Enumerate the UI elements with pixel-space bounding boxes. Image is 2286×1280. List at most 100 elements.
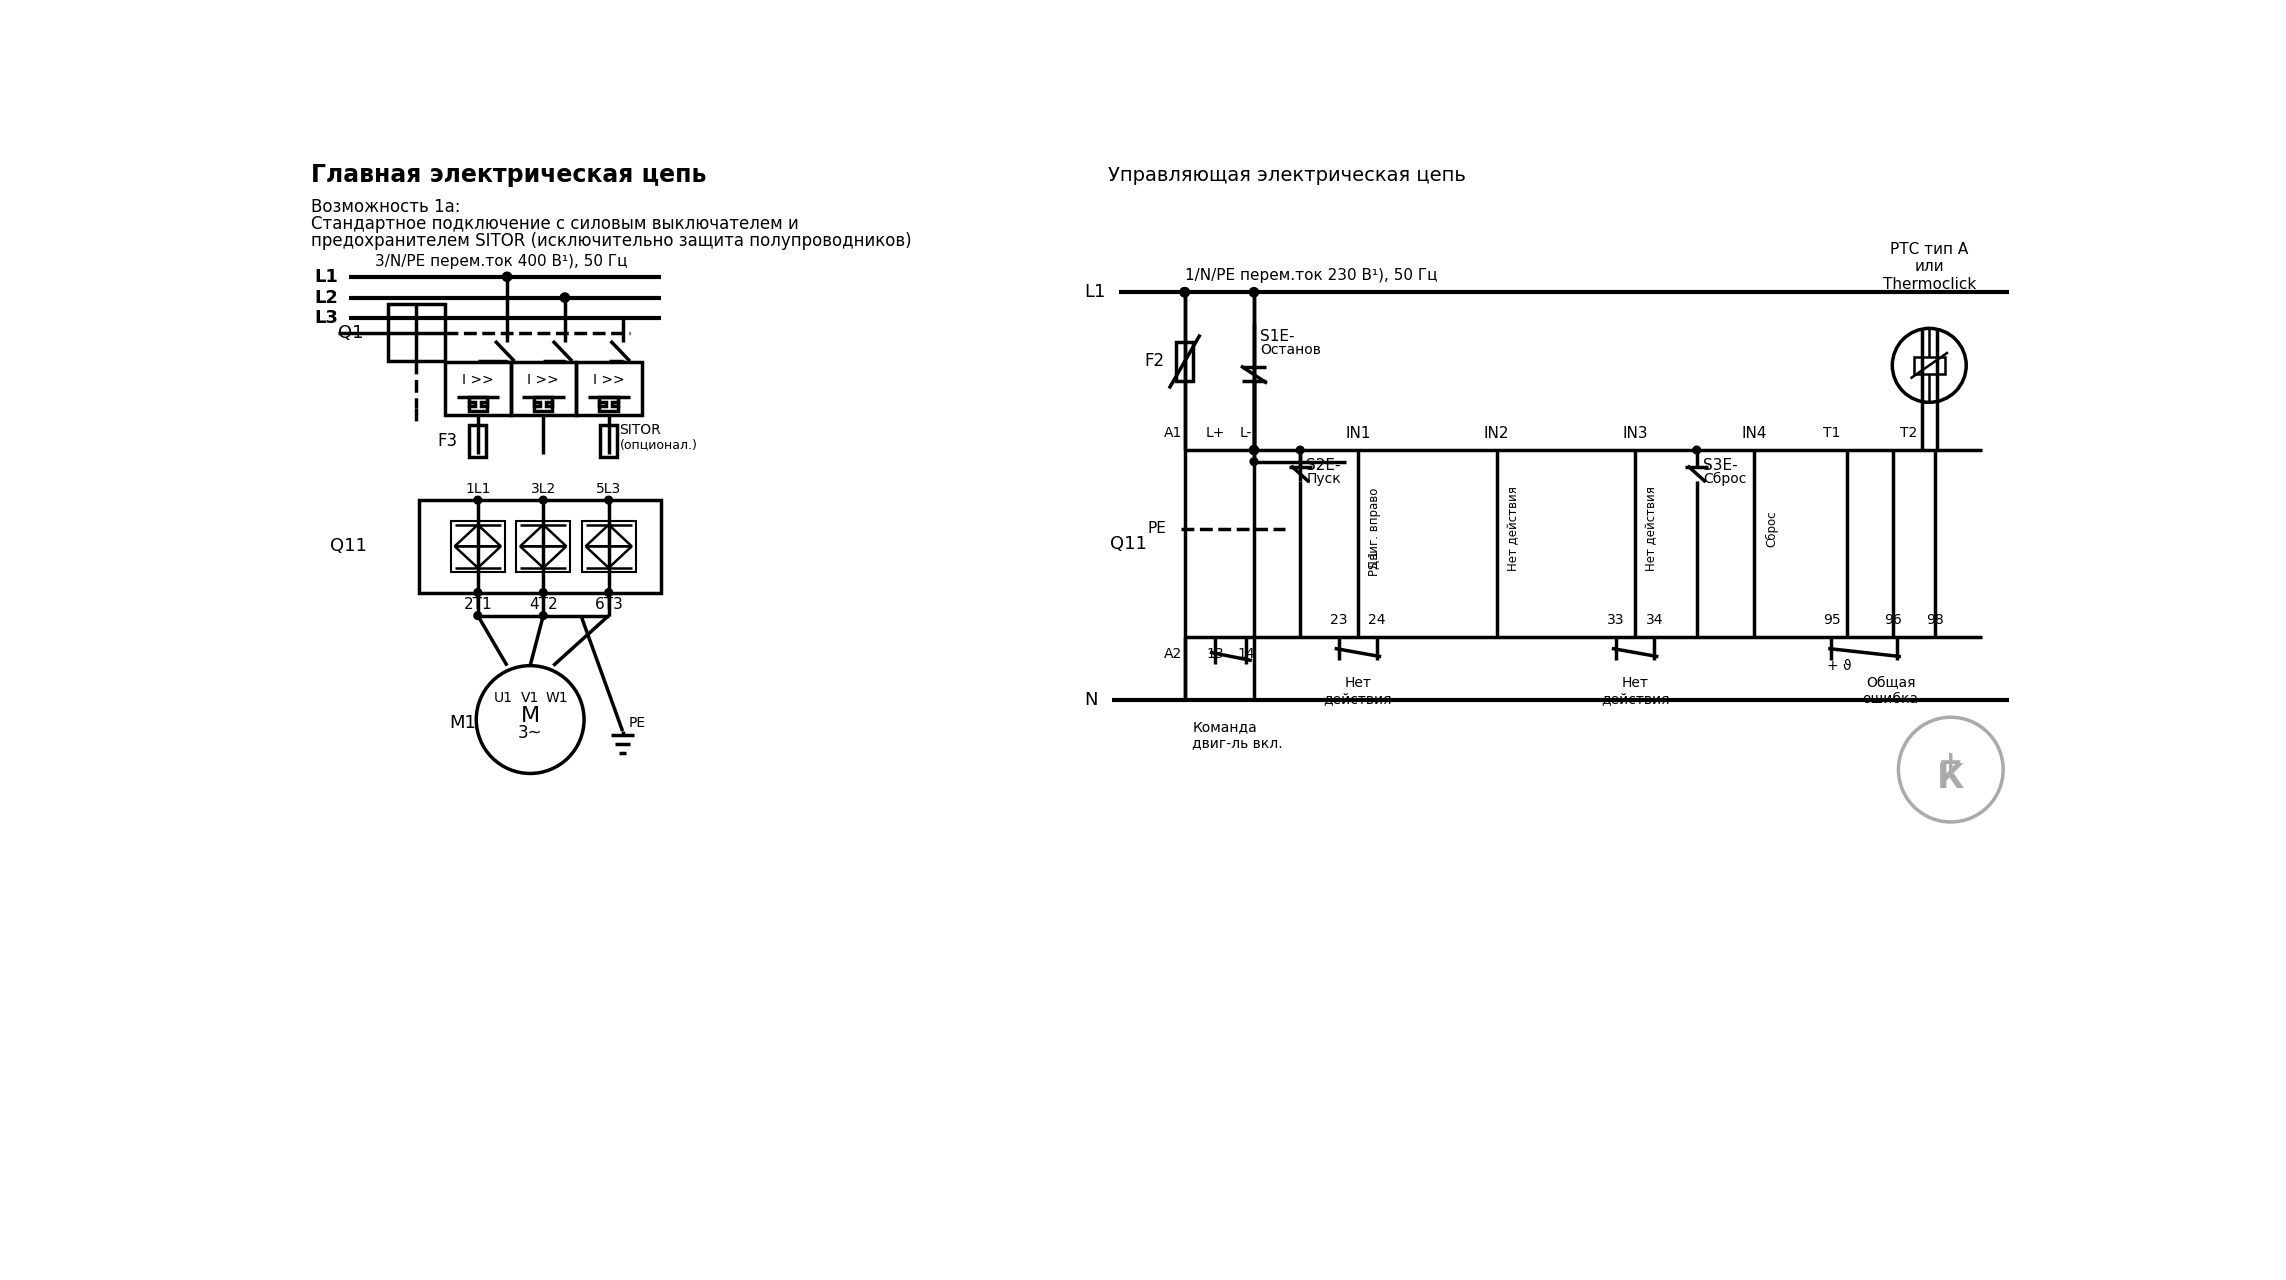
Text: Нет: Нет: [1621, 676, 1648, 690]
Text: 4T2: 4T2: [530, 598, 558, 612]
Text: Двиг. вправо: Двиг. вправо: [1369, 488, 1381, 570]
Text: 34: 34: [1646, 613, 1664, 627]
Text: Останов: Останов: [1260, 343, 1321, 357]
Circle shape: [1250, 458, 1257, 466]
Text: двиг-ль вкл.: двиг-ль вкл.: [1193, 736, 1282, 750]
Text: Q1: Q1: [338, 324, 363, 342]
Text: Пуск: Пуск: [1305, 472, 1342, 486]
Text: 5L3: 5L3: [597, 481, 622, 495]
Bar: [469, 425, 487, 457]
Text: 3~: 3~: [519, 724, 542, 742]
Text: IN3: IN3: [1623, 426, 1648, 440]
Circle shape: [473, 589, 482, 596]
Bar: [576, 361, 642, 416]
Bar: [601, 425, 617, 457]
Text: T1: T1: [1822, 426, 1840, 440]
Text: действия: действия: [1324, 691, 1392, 705]
Text: 2T1: 2T1: [464, 598, 491, 612]
Circle shape: [606, 589, 613, 596]
Circle shape: [1250, 447, 1257, 454]
Text: PE: PE: [629, 717, 647, 731]
Bar: [546, 402, 553, 406]
Text: +: +: [1939, 749, 1964, 778]
Bar: [517, 521, 569, 572]
Text: 96: 96: [1884, 613, 1902, 627]
Text: ошибка: ошибка: [1863, 691, 1918, 705]
Text: Нет: Нет: [1344, 676, 1372, 690]
Text: S3E-: S3E-: [1703, 458, 1737, 472]
Circle shape: [539, 497, 546, 504]
Text: Нет действия: Нет действия: [1506, 486, 1520, 571]
Text: I >>: I >>: [528, 374, 560, 388]
Text: Сброс: Сброс: [1703, 472, 1747, 486]
Text: Сброс: Сброс: [1765, 511, 1779, 547]
Text: 3/N/PE перем.ток 400 В¹), 50 Гц: 3/N/PE перем.ток 400 В¹), 50 Гц: [375, 253, 626, 269]
Bar: [389, 303, 446, 361]
Text: L+: L+: [1205, 426, 1225, 440]
Text: L1: L1: [1084, 283, 1106, 301]
Text: PS 1: PS 1: [1369, 550, 1381, 576]
Text: Q11: Q11: [1111, 535, 1148, 553]
Circle shape: [1180, 288, 1189, 297]
Bar: [446, 361, 510, 416]
Circle shape: [539, 589, 546, 596]
Text: Нет действия: Нет действия: [1646, 486, 1660, 571]
Text: РТС тип А: РТС тип А: [1891, 242, 1968, 257]
Text: F3: F3: [437, 431, 457, 449]
Text: 24: 24: [1369, 613, 1385, 627]
Text: 33: 33: [1607, 613, 1625, 627]
Text: M1: M1: [450, 714, 475, 732]
Text: T2: T2: [1900, 426, 1918, 440]
Text: F2: F2: [1145, 352, 1166, 370]
Bar: [418, 500, 661, 593]
Text: L1: L1: [315, 268, 338, 285]
Text: IN2: IN2: [1484, 426, 1509, 440]
Bar: [613, 402, 617, 406]
Text: 98: 98: [1927, 613, 1945, 627]
Text: + ϑ: + ϑ: [1827, 659, 1852, 673]
Bar: [535, 397, 553, 411]
Text: или: или: [1913, 260, 1943, 274]
Circle shape: [539, 612, 546, 620]
Bar: [599, 397, 617, 411]
Text: Q11: Q11: [329, 538, 366, 556]
Text: M: M: [521, 705, 539, 726]
Text: L2: L2: [315, 288, 338, 307]
Text: A1: A1: [1164, 426, 1182, 440]
Text: Общая: Общая: [1865, 676, 1916, 690]
Bar: [1177, 342, 1193, 380]
Text: N: N: [1084, 691, 1097, 709]
Text: I >>: I >>: [462, 374, 494, 388]
Circle shape: [606, 497, 613, 504]
Text: Команда: Команда: [1193, 721, 1257, 735]
Bar: [450, 521, 505, 572]
Circle shape: [1180, 288, 1189, 297]
Text: A2: A2: [1164, 648, 1182, 660]
Text: К: К: [1936, 763, 1964, 795]
Text: V1: V1: [521, 691, 539, 705]
Bar: [535, 402, 539, 406]
Text: Возможность 1а:: Возможность 1а:: [311, 198, 459, 216]
Text: S1E-: S1E-: [1260, 329, 1294, 343]
Text: U1: U1: [494, 691, 512, 705]
Text: действия: действия: [1600, 691, 1669, 705]
Text: IN1: IN1: [1344, 426, 1372, 440]
Circle shape: [503, 273, 512, 282]
Circle shape: [1694, 447, 1701, 454]
Circle shape: [1296, 447, 1303, 454]
Text: S2E-: S2E-: [1305, 458, 1342, 472]
Text: 23: 23: [1330, 613, 1346, 627]
Bar: [469, 402, 475, 406]
Text: 3L2: 3L2: [530, 481, 555, 495]
Text: Управляющая электрическая цепь: Управляющая электрическая цепь: [1109, 165, 1465, 184]
Circle shape: [1250, 445, 1260, 454]
Text: IN4: IN4: [1742, 426, 1767, 440]
Bar: [1913, 357, 1945, 374]
Circle shape: [473, 497, 482, 504]
Text: 6T3: 6T3: [594, 598, 624, 612]
Bar: [480, 402, 487, 406]
Text: L-: L-: [1239, 426, 1253, 440]
Bar: [510, 361, 576, 416]
Circle shape: [473, 612, 482, 620]
Text: Главная электрическая цепь: Главная электрическая цепь: [311, 163, 706, 187]
